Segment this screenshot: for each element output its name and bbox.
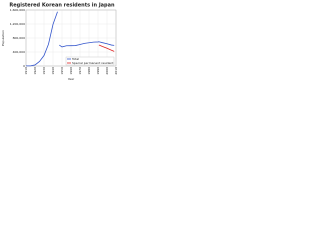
line-series [25, 11, 58, 67]
x-tick-label: 1960 [69, 67, 73, 75]
legend-label: Special permanent resident [72, 61, 114, 65]
x-tick-label: 1940 [51, 67, 55, 75]
legend-label: Total [71, 57, 79, 61]
x-tick-label: 1970 [78, 67, 82, 75]
legend-box [65, 56, 115, 66]
x-tick-label: 1990 [96, 67, 100, 75]
x-tick-label: 1950 [60, 67, 64, 75]
x-tick-label: 1910 [24, 67, 28, 75]
y-tick-label: 400,000 [13, 50, 25, 54]
y-tick-label: 800,000 [13, 36, 25, 40]
x-tick-label: 1980 [87, 67, 91, 75]
page: {"chart_data":{"type":"line","title":"Re… [0, 0, 320, 82]
y-tick-label: 1,200,000 [10, 22, 25, 26]
y-tick-label: 0 [23, 64, 25, 68]
x-tick-label: 2010 [114, 67, 118, 75]
y-axis-label: Population [1, 30, 5, 46]
chart-title: Registered Korean residents in Japan [9, 3, 115, 9]
x-tick-label: 1930 [42, 67, 46, 75]
x-axis-label: Year [68, 77, 75, 81]
x-tick-label: 2000 [105, 67, 109, 75]
x-tick-label: 1920 [33, 67, 37, 75]
line-series [98, 44, 115, 52]
y-tick-label: 1,600,000 [10, 8, 25, 12]
chart: Registered Korean residents in Japan 0 40… [1, 3, 118, 82]
line-series [59, 41, 115, 48]
